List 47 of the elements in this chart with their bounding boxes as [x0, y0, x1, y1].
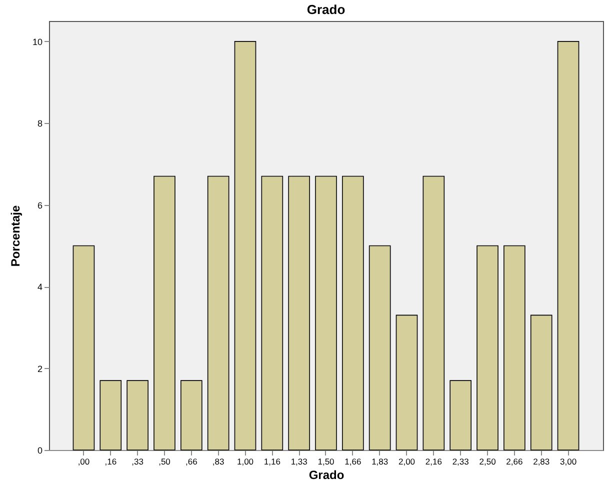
- bar: [422, 176, 445, 450]
- x-tick-label: 3,00: [560, 456, 577, 466]
- chart-title: Grado: [306, 2, 346, 17]
- bar: [557, 41, 580, 450]
- bar: [234, 41, 256, 450]
- bar: [180, 380, 202, 450]
- x-tick-label: 1,66: [344, 456, 362, 466]
- x-tick-label: ,00: [78, 456, 90, 466]
- bar: [100, 380, 122, 450]
- bar: [368, 245, 391, 450]
- x-tick-label: 1,50: [318, 456, 335, 466]
- bar: [72, 245, 95, 450]
- y-tick-label: 4: [37, 282, 42, 292]
- x-tick-label: 2,16: [425, 456, 442, 466]
- bar: [288, 176, 310, 450]
- bar: [261, 176, 284, 450]
- x-tick-label: 2,33: [452, 456, 470, 466]
- x-tick-label: ,33: [132, 456, 144, 466]
- y-tick-label: 8: [37, 118, 42, 129]
- x-tick-label: 2,83: [533, 456, 550, 466]
- y-tick-label: 0: [37, 446, 42, 456]
- bar: [396, 314, 418, 450]
- x-tick-label: 1,33: [290, 456, 308, 466]
- bar: [530, 314, 552, 450]
- x-tick-label: 2,00: [398, 456, 416, 466]
- x-tick-label: 2,66: [506, 456, 523, 466]
- x-axis-title: Grado: [308, 468, 344, 482]
- y-tick-label: 2: [37, 364, 42, 374]
- x-tick-label: ,16: [104, 456, 117, 466]
- bar: [450, 380, 472, 450]
- bar: [342, 176, 364, 450]
- bar: [154, 176, 176, 450]
- bar: [476, 245, 498, 450]
- x-tick-label: 2,50: [479, 456, 496, 466]
- bar: [207, 176, 230, 450]
- x-tick-label: ,83: [212, 456, 224, 466]
- y-tick-label: 10: [32, 36, 42, 47]
- bar: [126, 380, 148, 450]
- y-tick-label: 6: [37, 200, 42, 210]
- x-tick-label: 1,00: [236, 456, 254, 466]
- y-axis-title: Porcentaje: [8, 204, 22, 267]
- x-tick-label: ,66: [185, 456, 198, 466]
- x-tick-label: 1,83: [372, 456, 388, 466]
- bar: [315, 176, 337, 450]
- x-tick-label: 1,16: [264, 456, 281, 466]
- bar: [504, 245, 526, 450]
- x-tick-label: ,50: [158, 456, 171, 466]
